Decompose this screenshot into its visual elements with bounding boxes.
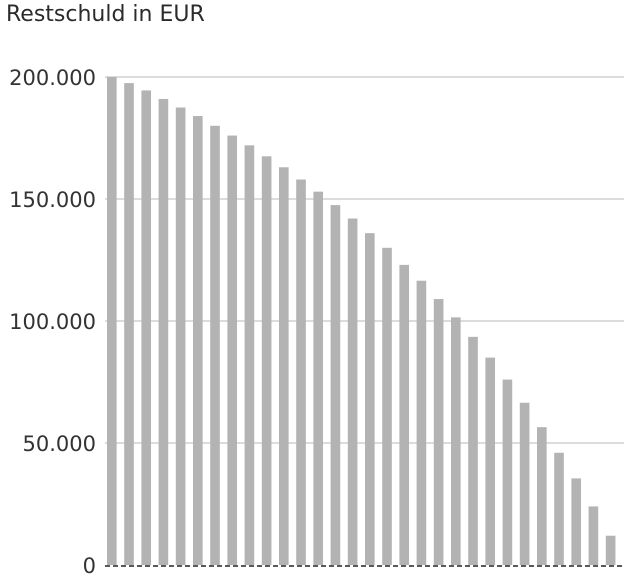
bar [313,191,324,565]
y-tick-label: 200.000 [9,66,96,90]
bar [588,506,599,565]
bar [330,205,341,565]
y-tick-label: 50.000 [23,432,96,456]
bar [124,83,134,565]
bar [519,402,530,565]
y-tick-label: 150.000 [9,188,96,212]
y-tick-label: 100.000 [9,310,96,334]
bar [502,379,513,565]
bar [399,264,410,565]
bar [158,98,169,566]
bar [141,90,152,566]
y-tick-label: 0 [83,554,96,578]
bar [485,357,496,565]
bar [468,336,478,565]
bar [244,145,255,565]
bar [416,280,427,565]
bar [107,77,117,565]
bar [571,478,582,565]
bar [365,233,375,565]
bar [279,167,289,565]
bar [175,107,186,565]
bar [193,116,203,565]
bar [296,179,306,566]
bar [347,218,358,565]
bar [605,535,616,565]
bar [451,317,461,565]
bar [433,299,444,565]
bar [537,427,547,565]
bar [554,452,564,565]
bar [210,125,220,566]
bar [261,156,272,566]
bar [227,135,238,565]
chart-title: Restschuld in EUR [6,2,205,27]
bar [382,247,392,566]
